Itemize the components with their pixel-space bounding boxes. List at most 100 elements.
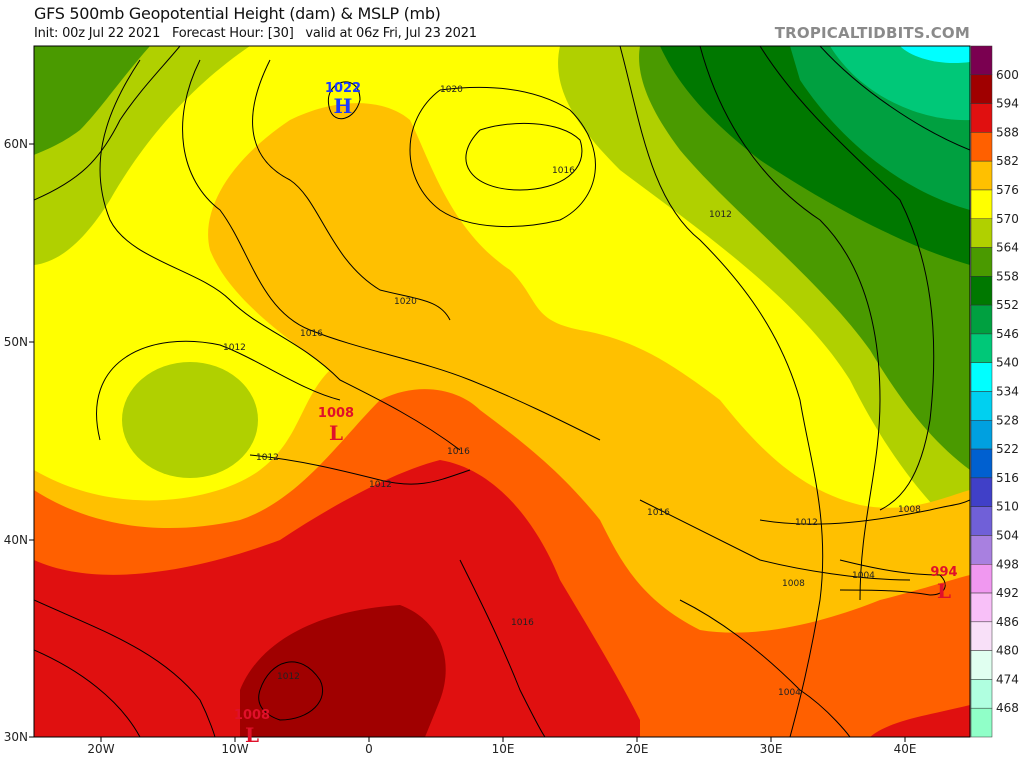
fill-588: [34, 460, 640, 737]
fill-576: [34, 103, 970, 737]
colorbar-label: 522: [996, 442, 1019, 456]
isobar-label: 1008: [782, 579, 805, 589]
lon-label: 10W: [221, 742, 248, 756]
colorbar-label: 588: [996, 125, 1019, 139]
isobar-label: 1020: [440, 85, 463, 95]
colorbar-swatch: [970, 160, 993, 191]
fill-546: [790, 46, 970, 210]
colorbar-swatch: [970, 103, 993, 133]
colorbar-swatch: [970, 420, 993, 450]
colorbar-swatch: [970, 362, 993, 392]
colorbar-swatch: [970, 391, 993, 421]
colorbar-swatch: [970, 535, 993, 565]
isobars: [34, 46, 970, 737]
colorbar-label: 564: [996, 241, 1019, 255]
colorbar-swatch: [970, 477, 993, 507]
low-center: 1008 L: [234, 708, 270, 747]
pressure-type: H: [334, 94, 353, 118]
lat-label: 40N: [4, 533, 28, 547]
lon-label: 10E: [492, 742, 515, 756]
colorbar-swatch: [970, 448, 993, 479]
colorbar-swatch: [970, 650, 993, 680]
colorbar-label: 540: [996, 356, 1019, 370]
colorbar-label: 498: [996, 557, 1019, 571]
colorbar-label: 528: [996, 413, 1019, 427]
colorbar-swatch: [970, 621, 993, 651]
colorbar-label: 600: [996, 68, 1019, 82]
latitude-axis: 60N 50N 40N 30N: [4, 137, 34, 744]
colorbar-swatch: [970, 679, 993, 709]
isobar-label: 1020: [394, 297, 417, 307]
isobar-label: 1016: [511, 618, 534, 628]
lon-label: 40E: [894, 742, 917, 756]
colorbar-label: 582: [996, 154, 1019, 168]
colorbar-label: 516: [996, 471, 1019, 485]
colorbar-swatch: [970, 45, 993, 76]
colorbar-label: 558: [996, 269, 1019, 283]
colorbar-label: 570: [996, 212, 1019, 226]
colorbar-swatch: [970, 247, 993, 277]
colorbar-swatch: [970, 592, 993, 623]
isobar-label: 1016: [647, 508, 670, 518]
pressure-value: 1022: [325, 81, 361, 96]
fill-564: [34, 46, 250, 265]
pressure-value: 994: [930, 565, 957, 580]
map-subtitle: Init: 00z Jul 22 2021 Forecast Hour: [30…: [34, 26, 477, 41]
isobar-label: 1012: [709, 210, 732, 220]
isobar-label: 1016: [300, 329, 323, 339]
colorbar-swatch: [970, 74, 993, 104]
fill-570: [34, 46, 970, 737]
pressure-value: 1008: [234, 708, 270, 723]
colorbar-label: 552: [996, 298, 1019, 312]
colorbar-label: 492: [996, 586, 1019, 600]
colorbar-label: 576: [996, 183, 1019, 197]
colorbar-swatch: [970, 132, 993, 162]
fill-564: [558, 46, 970, 540]
colorbar-swatch: [970, 333, 993, 363]
fill-558: [639, 46, 970, 470]
colorbar-swatch: [970, 304, 993, 335]
colorbar-label: 546: [996, 327, 1019, 341]
fill-582: [34, 389, 970, 737]
lon-label: 20W: [87, 742, 114, 756]
isobar-label: 1016: [552, 166, 575, 176]
watermark: TROPICALTIDBITS.COM: [774, 24, 970, 42]
fill-594: [240, 605, 446, 737]
isobar-label: 1008: [898, 505, 921, 515]
high-center: 1022 H: [325, 81, 361, 118]
colorbar-label: 504: [996, 528, 1019, 542]
map-title: GFS 500mb Geopotential Height (dam) & MS…: [34, 4, 441, 23]
low-center: 1008 L: [318, 406, 354, 445]
colorbar-label: 594: [996, 97, 1019, 111]
colorbar-label: 534: [996, 385, 1019, 399]
pressure-type: L: [329, 421, 343, 445]
isobar-label: 1012: [256, 453, 279, 463]
isobar-label: 1004: [852, 571, 875, 581]
colorbar-swatch: [970, 189, 993, 219]
colorbar-label: 468: [996, 701, 1019, 715]
isobar-label: 1012: [795, 518, 818, 528]
fill-552: [660, 46, 970, 265]
isobar-label: 1012: [277, 672, 300, 682]
colorbar-swatch: [970, 707, 993, 738]
lon-label: 0: [365, 742, 373, 756]
fill-540: [830, 46, 970, 121]
map-frame: [33, 45, 971, 738]
colorbar-swatch: [970, 506, 993, 536]
fill-564: [122, 362, 258, 478]
isobar-label: 1004: [778, 688, 801, 698]
colorbar: 600 594 588 582 576 570 564 558 552 546 540 534 528 5…: [970, 45, 1019, 738]
pressure-type: L: [937, 579, 951, 603]
isobar-labels: 1020 1016 1012 1020 1016 1012 1012 1016 …: [223, 85, 921, 698]
lat-label: 60N: [4, 137, 28, 151]
low-center: 994 L: [930, 565, 957, 603]
lat-label: 30N: [4, 730, 28, 744]
colorbar-swatch: [970, 218, 993, 248]
fill-558: [34, 46, 150, 155]
lat-label: 50N: [4, 335, 28, 349]
lon-label: 30E: [760, 742, 783, 756]
colorbar-label: 510: [996, 500, 1019, 514]
colorbar-label: 480: [996, 644, 1019, 658]
colorbar-swatch: [970, 564, 993, 594]
